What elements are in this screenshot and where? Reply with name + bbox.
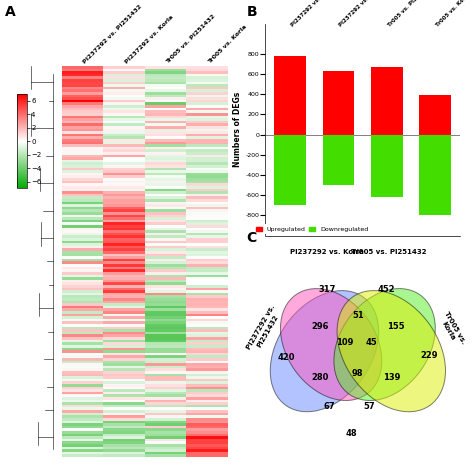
Text: Tr005 vs. Korla: Tr005 vs. Korla [435,0,472,28]
Text: 51: 51 [352,311,364,320]
Text: 420: 420 [278,353,295,362]
Text: B: B [246,5,257,19]
Text: Tr005 vs. PI251432: Tr005 vs. PI251432 [351,249,427,254]
Bar [323,135,354,185]
Ellipse shape [281,289,382,400]
Text: 98: 98 [352,369,364,378]
Bar [419,135,451,215]
Ellipse shape [337,291,446,412]
Ellipse shape [334,289,435,400]
Text: PI237292 vs. PI251432: PI237292 vs. PI251432 [290,0,343,28]
Text: Tr005 vs.
Korla: Tr005 vs. Korla [437,310,466,348]
Text: Tr005 vs. PI251432: Tr005 vs. PI251432 [387,0,432,28]
Text: PI237292 vs. Korla: PI237292 vs. Korla [290,249,364,254]
Text: 67: 67 [323,402,335,411]
Text: C: C [246,231,257,245]
Bar [419,95,451,135]
Text: 45: 45 [365,338,377,347]
Text: 109: 109 [336,338,353,347]
Bar [371,67,402,135]
Bar [371,135,402,197]
Ellipse shape [270,291,379,412]
Text: 139: 139 [383,373,400,382]
Bar [274,56,306,135]
Text: A: A [5,5,16,19]
Bar [323,71,354,135]
Y-axis label: Numbers of DEGs: Numbers of DEGs [233,92,242,167]
Bar [274,135,306,205]
Text: 48: 48 [346,429,357,438]
Text: 229: 229 [420,351,438,360]
Text: 57: 57 [363,402,375,411]
Text: PI237292 vs. Korla: PI237292 vs. Korla [338,0,383,28]
Text: 280: 280 [311,373,328,382]
Text: 452: 452 [378,284,396,294]
Text: 317: 317 [318,284,336,294]
Legend: Upregulated, Downregulated: Upregulated, Downregulated [253,224,371,235]
Text: 296: 296 [311,322,329,331]
Text: PI237292 vs.
PI251432: PI237292 vs. PI251432 [246,304,283,354]
Text: 155: 155 [387,322,404,331]
